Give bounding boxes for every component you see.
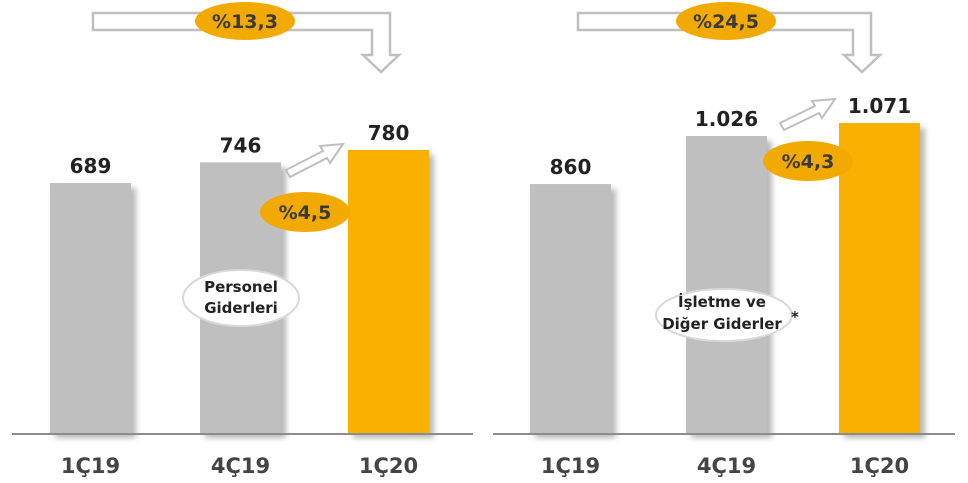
category-label-1-line1: Personel (204, 278, 278, 296)
category-tick-1-3: 1Ç20 (359, 454, 418, 478)
category-label-1: Personel Giderleri (182, 269, 300, 327)
yoy-badge-2: %24,5 (676, 2, 776, 40)
qoq-badge-1-label: %4,5 (279, 202, 332, 224)
category-label-2-line1: İşletme ve (678, 292, 766, 311)
yoy-badge-1-label: %13,3 (212, 11, 278, 33)
category-tick-1-1: 1Ç19 (61, 454, 120, 478)
chart-personel: 689 1Ç19 746 4Ç19 780 1Ç20 %13,3 %4,5 Persone… (12, 2, 473, 478)
category-tick-2-1: 1Ç19 (541, 454, 600, 478)
yoy-badge-2-label: %24,5 (693, 11, 759, 33)
value-label-2-3: 1.071 (848, 94, 911, 118)
value-label-1-3: 780 (368, 121, 410, 145)
qoq-arrow-1 (284, 142, 346, 179)
bar-2-2 (686, 136, 767, 433)
value-label-2-2: 1.026 (695, 107, 758, 131)
qoq-badge-2: %4,3 (763, 141, 853, 181)
category-tick-1-2: 4Ç19 (211, 454, 270, 478)
value-label-1-2: 746 (220, 133, 262, 157)
qoq-badge-1: %4,5 (260, 192, 350, 232)
chart-isletme: 860 1Ç19 1.026 4Ç19 1.071 1Ç20 %24,5 %4,3 İşl… (493, 2, 955, 478)
yoy-badge-1: %13,3 (195, 2, 295, 40)
qoq-badge-2-label: %4,3 (782, 151, 835, 173)
value-label-1-1: 689 (70, 154, 112, 178)
bar-2-3 (839, 123, 920, 433)
category-tick-2-3: 1Ç20 (850, 454, 909, 478)
category-label-2-line2: Diğer Giderler (662, 315, 782, 333)
category-label-2-note: * (791, 308, 799, 326)
category-label-1-line2: Giderleri (204, 299, 278, 317)
category-tick-2-2: 4Ç19 (697, 454, 756, 478)
bar-1-1 (50, 183, 131, 433)
bar-2-1 (530, 184, 611, 433)
bar-1-3 (348, 150, 429, 433)
value-label-2-1: 860 (550, 155, 592, 179)
category-label-2: İşletme ve Diğer Giderler * (655, 288, 799, 342)
qoq-arrow-2 (778, 97, 838, 132)
